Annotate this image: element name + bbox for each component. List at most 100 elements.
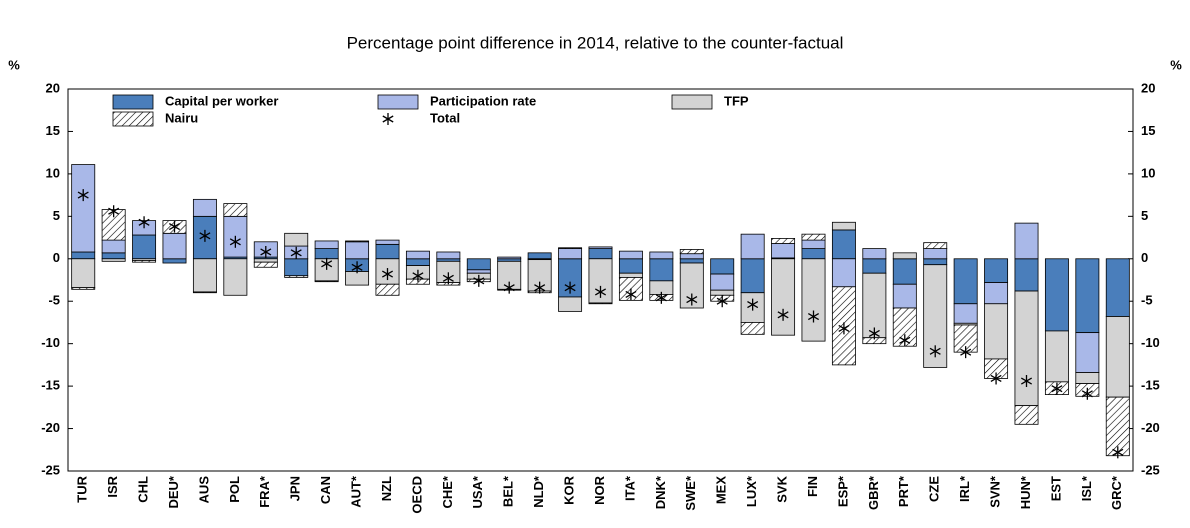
bar-segment [710,289,735,296]
bar-segment [314,240,339,249]
y2-tick-label: 10 [1141,165,1155,180]
bar-segment [892,252,917,260]
y-tick-label: 15 [46,123,60,138]
x-tick-label: CZE [927,476,942,502]
bar-segment [101,258,126,262]
bar-segment [923,258,948,266]
bar-segment [223,203,248,217]
x-tick-label: DNK* [653,475,668,509]
x-tick-label: DEU* [166,475,181,508]
asterisk-stroke [442,274,454,282]
asterisk-stroke [625,290,637,298]
y-tick-label: 10 [46,165,60,180]
bar-segment [1105,258,1130,317]
bar-segment [132,234,157,260]
bar-segment [588,248,613,260]
bar-segment [162,258,187,264]
x-tick-label: BEL* [501,475,516,507]
total-marker [321,257,333,270]
asterisk-stroke [473,277,485,285]
x-tick-label: SWE* [683,475,698,511]
bar-segment [618,250,643,260]
total-marker [351,261,363,274]
bar-segment [1044,258,1069,332]
bar-segment [679,258,704,264]
total-marker [747,298,759,311]
total-marker [260,245,272,258]
bar-segment [1014,222,1039,260]
legend-swatch [112,111,154,127]
asterisk-stroke [1112,448,1124,456]
total-marker [473,274,485,287]
y2-axis-label: % [1170,57,1182,72]
x-tick-label: POL [227,476,242,503]
asterisk-stroke [503,284,515,292]
asterisk-stroke [321,260,333,268]
asterisk-stroke [716,297,728,305]
bar-segment [740,233,765,260]
x-tick-label: KOR [562,475,577,505]
bar-segment [740,322,765,335]
asterisk-stroke [290,249,302,257]
x-tick-label: SVN* [988,475,1003,508]
bar-segment [618,272,643,278]
bar-segment [679,249,704,255]
bar-segment [953,303,978,324]
bar-segment [345,241,370,260]
x-tick-label: FRA* [257,475,272,508]
plot-frame [67,88,1134,472]
x-tick-label: MEX [714,476,729,505]
asterisk-stroke [594,288,607,296]
total-marker [503,281,515,294]
chart-title: Percentage point difference in 2014, rel… [347,33,844,52]
total-marker [1020,375,1033,388]
total-marker [868,327,880,340]
asterisk-stroke [382,115,394,123]
bar-segment [923,248,948,260]
x-tick-label: ISR [105,475,120,497]
y-tick-label: -20 [41,420,60,435]
x-tick-label: ISL* [1079,475,1094,501]
legend-marker [382,113,394,125]
total-marker [381,268,394,281]
bar-segment [801,258,826,342]
asterisk-stroke [1020,377,1033,385]
bar-segment [1105,316,1130,398]
y2-tick-label: 0 [1141,250,1148,265]
y2-tick-label: -10 [1141,335,1160,350]
x-tick-label: SVK [775,475,790,502]
asterisk-stroke [777,311,789,319]
bar-segment [1014,290,1039,407]
bar-segment [740,258,765,294]
bar-segment [862,248,887,260]
legend-label: TFP [724,93,749,108]
bar-segment [618,258,643,274]
y2-tick-label: 20 [1141,80,1155,95]
asterisk-stroke [108,207,120,215]
bar-segment [679,262,704,309]
y-tick-label: 20 [46,80,60,95]
bar-segment [984,258,1009,283]
x-tick-label: GBR* [866,475,881,510]
x-tick-label: GRC* [1109,475,1124,510]
x-tick-label: CAN [318,476,333,504]
bar-segment [284,232,309,247]
asterisk-stroke [1051,385,1063,393]
bar-segment [345,271,370,286]
y2-tick-label: -5 [1141,293,1153,308]
bar-segment [71,164,96,253]
bar-segment [771,243,796,259]
total-marker [77,189,89,202]
asterisk-stroke [77,191,89,199]
asterisk-stroke [929,347,941,355]
y2-tick-label: -25 [1141,462,1160,477]
bar-segment [527,252,552,260]
bar-segment [253,261,278,268]
total-marker [838,322,850,335]
bar-segment [101,252,126,260]
bar-segment [558,247,583,249]
bar-segment [314,280,339,283]
total-marker [108,205,120,218]
bar-segment [801,239,826,249]
bar-segment [831,258,856,288]
